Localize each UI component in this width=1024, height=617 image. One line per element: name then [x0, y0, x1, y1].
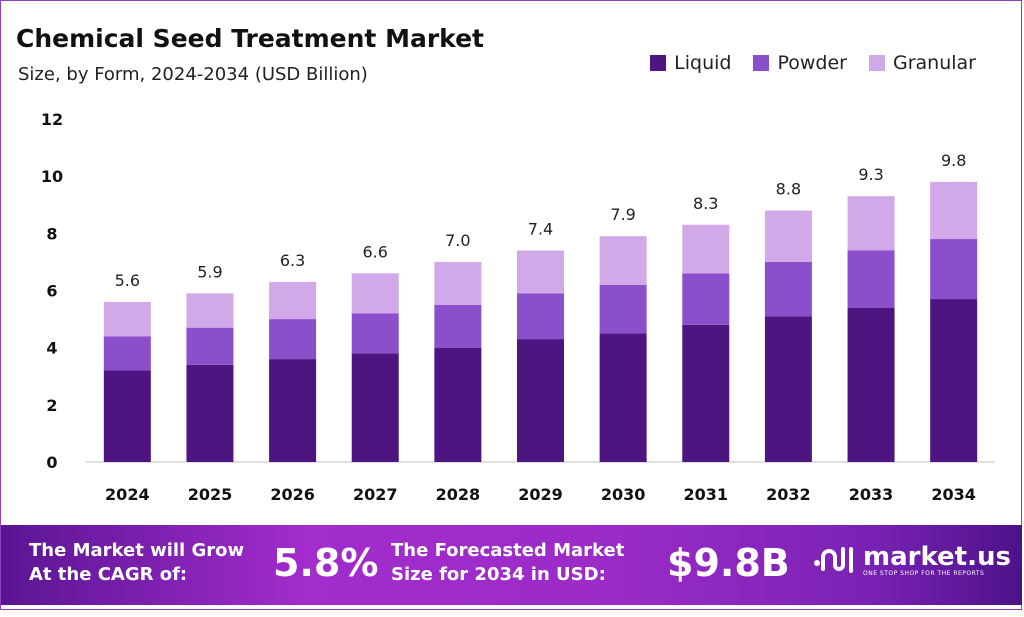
x-tick-label: 2030: [601, 485, 646, 504]
total-label: 5.6: [115, 271, 140, 290]
legend-label: Granular: [893, 52, 976, 74]
y-tick-label: 10: [41, 167, 63, 186]
brand-tagline: ONE STOP SHOP FOR THE REPORTS: [863, 569, 985, 577]
bar-segment-powder: [599, 284, 647, 334]
bar-segment-granular: [434, 261, 482, 305]
chart-subtitle: Size, by Form, 2024-2034 (USD Billion): [18, 64, 368, 85]
bar-segment-powder: [434, 304, 482, 348]
total-label: 6.3: [280, 251, 305, 270]
cagr-label: The Market will Grow At the CAGR of:: [29, 539, 244, 587]
bar-segment-liquid: [103, 370, 151, 462]
forecast-label: The Forecasted Market Size for 2034 in US…: [391, 539, 624, 587]
bar-segment-granular: [269, 281, 317, 320]
bar-segment-liquid: [351, 353, 399, 462]
bar-segment-granular: [847, 196, 895, 251]
bar-segment-powder: [847, 250, 895, 308]
brand-text: market.us ONE STOP SHOP FOR THE REPORTS: [863, 544, 1011, 577]
forecast-label-line: The Forecasted Market: [391, 540, 625, 561]
bar-segment-powder: [930, 239, 978, 300]
cagr-label-line: The Market will Grow: [29, 540, 245, 561]
legend-label: Powder: [777, 52, 847, 74]
bar-segment-liquid: [186, 364, 234, 462]
brand-logo-icon: [814, 547, 853, 573]
bar-segment-liquid: [930, 299, 978, 462]
cagr-label-line: At the CAGR of:: [29, 564, 188, 585]
legend-item-powder: Powder: [753, 52, 847, 74]
bar-segment-powder: [517, 293, 564, 340]
x-tick-label: 2028: [436, 485, 481, 504]
brand-logo: market.us ONE STOP SHOP FOR THE REPORTS: [813, 543, 1011, 577]
bar-segment-powder: [103, 336, 151, 371]
y-tick-label: 4: [46, 339, 57, 358]
x-tick-label: 2029: [518, 485, 563, 504]
brand-name: market.us: [863, 541, 1011, 572]
total-label: 7.9: [610, 205, 635, 224]
x-tick-label: 2027: [353, 485, 398, 504]
y-tick-label: 2: [46, 396, 57, 415]
forecast-value: $9.8B: [667, 541, 790, 585]
legend-swatch: [650, 55, 667, 71]
total-label: 5.9: [197, 262, 222, 281]
chart-title: Chemical Seed Treatment Market: [16, 24, 485, 53]
bar-segment-liquid: [517, 339, 564, 462]
forecast-label-line: Size for 2034 in USD:: [391, 564, 606, 585]
footer-banner: The Market will Grow At the CAGR of: 5.8%…: [1, 525, 1022, 605]
y-tick-label: 0: [46, 453, 57, 472]
bar-segment-granular: [517, 250, 564, 294]
legend-swatch: [753, 55, 770, 71]
x-tick-label: 2026: [270, 485, 315, 504]
bar-segment-liquid: [764, 316, 812, 462]
x-tick-label: 2034: [931, 485, 976, 504]
bar-segment-liquid: [682, 324, 730, 462]
total-label: 9.3: [858, 165, 883, 184]
y-tick-label: 12: [41, 110, 63, 129]
y-tick-label: 6: [46, 282, 57, 301]
bar-segment-liquid: [847, 307, 895, 462]
bar-segment-granular: [682, 224, 730, 274]
bar-segment-liquid: [434, 347, 482, 462]
total-label: 6.6: [363, 242, 388, 261]
y-tick-label: 8: [46, 224, 57, 243]
total-label: 7.4: [528, 219, 553, 238]
legend-swatch: [869, 55, 885, 71]
bar-chart: 0 2 4 6 8 10 12 5.6 2024 5.9 2025 6.3 2026 6.6 2027 7.0…: [41, 110, 995, 504]
bar-segment-powder: [764, 261, 812, 317]
bar-segment-powder: [269, 319, 317, 360]
x-tick-label: 2025: [188, 485, 233, 504]
bar-segment-powder: [351, 313, 399, 354]
bar-segment-powder: [682, 273, 730, 325]
x-tick-label: 2032: [766, 485, 811, 504]
cagr-value: 5.8%: [273, 541, 379, 585]
total-label: 9.8: [941, 151, 966, 170]
bar-segment-powder: [186, 327, 234, 365]
legend: Liquid Powder Granular: [650, 52, 976, 74]
bar-segment-granular: [103, 301, 151, 337]
x-tick-label: 2024: [105, 485, 150, 504]
bar-segment-granular: [764, 210, 812, 262]
x-tick-label: 2031: [684, 485, 729, 504]
total-label: 8.8: [776, 179, 801, 198]
bar-segment-granular: [351, 273, 399, 314]
bar-segment-liquid: [599, 333, 647, 462]
total-label: 8.3: [693, 194, 718, 213]
bar-segment-granular: [930, 181, 978, 240]
bar-segment-liquid: [269, 359, 317, 462]
bar-segment-granular: [186, 293, 234, 328]
x-tick-label: 2033: [849, 485, 894, 504]
total-label: 7.0: [445, 231, 470, 250]
legend-label: Liquid: [674, 52, 732, 74]
legend-item-granular: Granular: [869, 52, 976, 74]
legend-item-liquid: Liquid: [650, 52, 731, 74]
bar-segment-granular: [599, 236, 647, 285]
